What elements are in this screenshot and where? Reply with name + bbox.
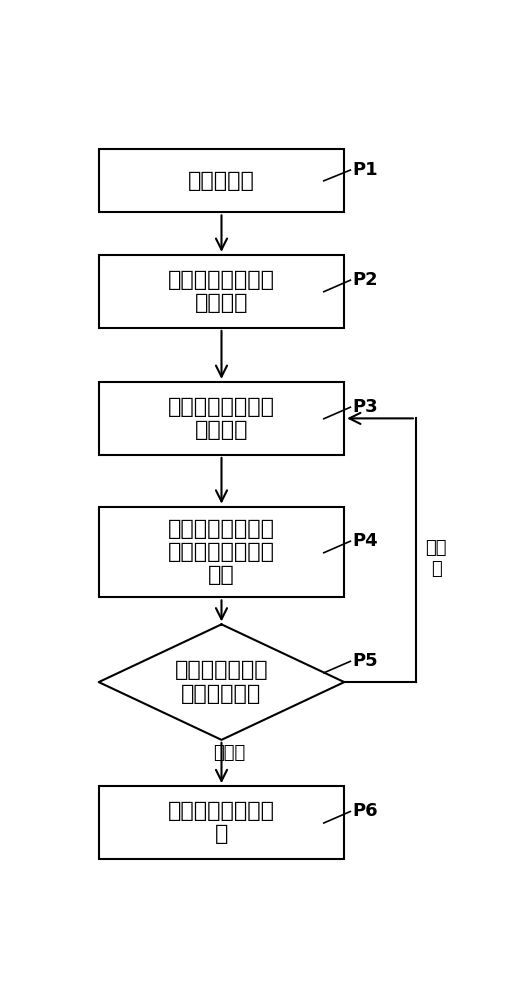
FancyBboxPatch shape — [99, 382, 344, 455]
Text: 无冲突: 无冲突 — [213, 744, 246, 762]
Text: P2: P2 — [353, 271, 378, 289]
FancyBboxPatch shape — [99, 507, 344, 597]
Text: P5: P5 — [353, 652, 378, 670]
Text: 系统初始化: 系统初始化 — [188, 171, 255, 191]
Text: P3: P3 — [353, 398, 378, 416]
Text: 有冲
突: 有冲 突 — [426, 540, 447, 578]
FancyBboxPatch shape — [99, 149, 344, 212]
Text: P6: P6 — [353, 802, 378, 820]
Text: P4: P4 — [353, 532, 378, 550]
Text: 飞耙序列号任务多
线程行车任务列表
分配: 飞耙序列号任务多 线程行车任务列表 分配 — [168, 519, 275, 585]
FancyBboxPatch shape — [99, 255, 344, 328]
Text: P1: P1 — [353, 161, 378, 179]
Text: 新飞耙序列号任务
工艺查询: 新飞耙序列号任务 工艺查询 — [168, 397, 275, 440]
FancyBboxPatch shape — [99, 786, 344, 859]
Text: 各行车工段槽位空
飞耙检测: 各行车工段槽位空 飞耙检测 — [168, 270, 275, 313]
Text: 飞耙序列号任务上
线: 飞耙序列号任务上 线 — [168, 801, 275, 844]
Text: 各行车任务计划
列表冲突检测: 各行车任务计划 列表冲突检测 — [175, 660, 268, 704]
